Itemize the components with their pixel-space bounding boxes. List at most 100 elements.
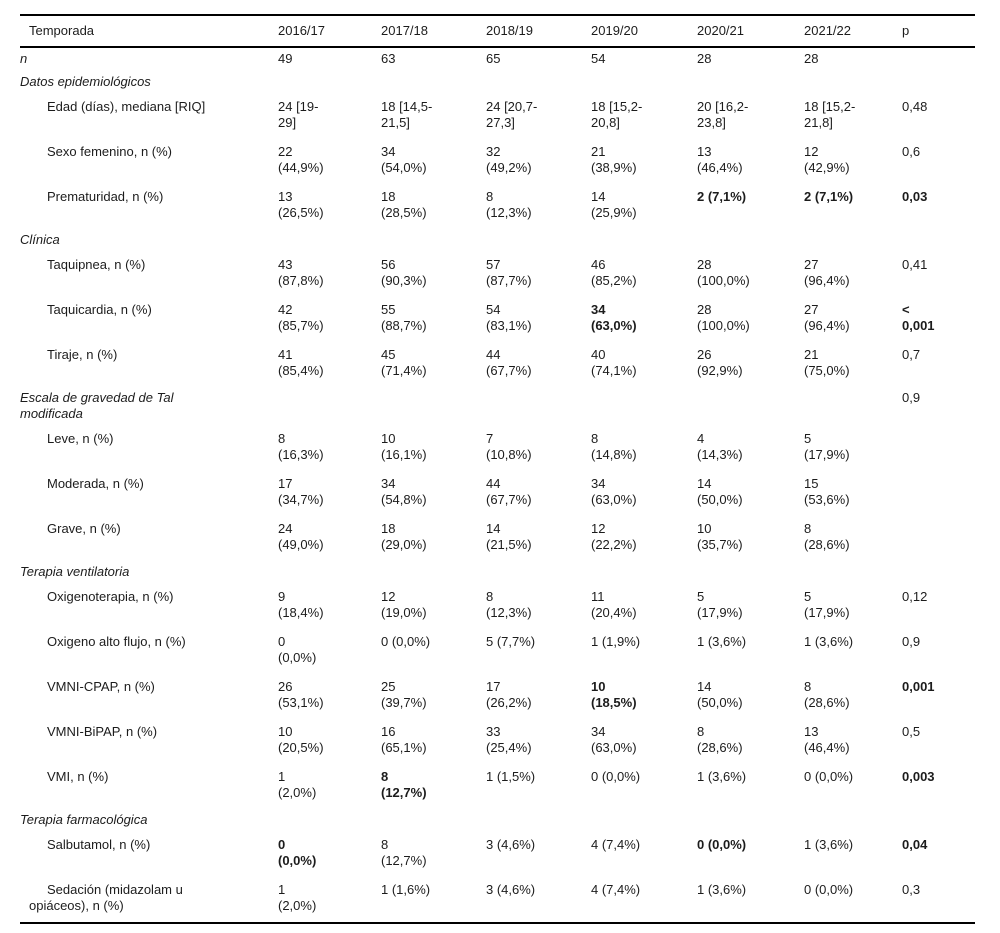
value-cell (697, 71, 804, 94)
value-cell: 16 (65,1%) (381, 724, 427, 755)
table-row: Salbutamol, n (%) 0 (0,0%) 8 (12,7%) 3 (4,6… (20, 832, 975, 877)
value-cell: 44 (67,7%) (486, 476, 532, 507)
p-value-cell: 0,9 (902, 634, 921, 649)
p-value-cell: < 0,001 (902, 302, 935, 333)
value-cell (697, 229, 804, 252)
value-cell (591, 387, 697, 426)
row-label: Tiraje, n (%) (47, 347, 118, 362)
value-cell: 2 (7,1%) (804, 189, 854, 204)
value-cell: 0 (0,0%) (697, 837, 747, 852)
row-label: Sedación (midazolam u opiáceos), n (%) (29, 882, 183, 913)
value-cell (697, 809, 804, 832)
value-cell: 12 (42,9%) (804, 144, 850, 175)
value-cell: 1 (3,6%) (804, 634, 854, 649)
value-cell (381, 71, 486, 94)
header-season-2021-22: 2021/22 (804, 15, 902, 48)
value-cell: 0 (0,0%) (591, 769, 641, 784)
value-cell: 20 [16,2- 23,8] (697, 99, 749, 130)
value-cell: 17 (34,7%) (278, 476, 324, 507)
value-cell (804, 387, 902, 426)
value-cell: 28 (100,0%) (697, 302, 750, 333)
value-cell: 8 (12,7%) (381, 837, 427, 868)
value-cell: 8 (28,6%) (804, 521, 850, 552)
table-row: Oxigeno alto flujo, n (%) 0 (0,0%) 0 (0,0%… (20, 629, 975, 674)
value-cell: 4 (14,3%) (697, 431, 743, 462)
value-cell: 18 [14,5- 21,5] (381, 99, 433, 130)
value-cell: 63 (381, 51, 396, 66)
section-row: Escala de gravedad de Tal modificada 0,9 (20, 387, 975, 426)
value-cell: 32 (49,2%) (486, 144, 532, 175)
value-cell: 34 (54,8%) (381, 476, 427, 507)
value-cell (591, 229, 697, 252)
value-cell: 27 (96,4%) (804, 257, 850, 288)
value-cell: 13 (26,5%) (278, 189, 324, 220)
value-cell: 1 (1,9%) (591, 634, 641, 649)
value-cell: 1 (2,0%) (278, 882, 317, 913)
value-cell: 18 (29,0%) (381, 521, 427, 552)
row-label: VMNI-BiPAP, n (%) (47, 724, 158, 739)
table-row: Sedación (midazolam u opiáceos), n (%) 1 … (20, 877, 975, 923)
value-cell: 14 (25,9%) (591, 189, 637, 220)
p-value-cell: 0,12 (902, 589, 928, 604)
table-row: Sexo femenino, n (%) 22 (44,9%) 34 (54,0%)… (20, 139, 975, 184)
p-value-cell: 0,3 (902, 882, 921, 897)
row-label: VMI, n (%) (47, 769, 109, 784)
value-cell: 1 (1,6%) (381, 882, 431, 897)
value-cell: 3 (4,6%) (486, 837, 536, 852)
value-cell: 5 (7,7%) (486, 634, 536, 649)
value-cell: 27 (96,4%) (804, 302, 850, 333)
value-cell: 8 (28,6%) (804, 679, 850, 710)
value-cell: 24 [20,7- 27,3] (486, 99, 538, 130)
p-value-cell: 0,04 (902, 837, 928, 852)
value-cell: 21 (38,9%) (591, 144, 637, 175)
value-cell: 41 (85,4%) (278, 347, 324, 378)
table-row: Prematuridad, n (%) 13 (26,5%) 18 (28,5%) 8… (20, 184, 975, 229)
section-row: Datos epidemiológicos (20, 71, 975, 94)
header-season-2020-21: 2020/21 (697, 15, 804, 48)
row-label: Moderada, n (%) (47, 476, 144, 491)
value-cell (804, 809, 902, 832)
value-cell: 14 (50,0%) (697, 476, 743, 507)
value-cell: 10 (20,5%) (278, 724, 324, 755)
header-season-2016-17: 2016/17 (278, 15, 381, 48)
value-cell: 26 (53,1%) (278, 679, 324, 710)
value-cell: 55 (88,7%) (381, 302, 427, 333)
row-label: Sexo femenino, n (%) (47, 144, 173, 159)
table-row: Leve, n (%) 8 (16,3%) 10 (16,1%) 7 (10,8%) 8… (20, 426, 975, 471)
p-value-cell (902, 47, 975, 71)
value-cell: 15 (53,6%) (804, 476, 850, 507)
row-label: VMNI-CPAP, n (%) (47, 679, 155, 694)
value-cell: 14 (50,0%) (697, 679, 743, 710)
value-cell: 21 (75,0%) (804, 347, 850, 378)
value-cell: 11 (20,4%) (591, 589, 637, 620)
value-cell (486, 387, 591, 426)
table-row: VMNI-BiPAP, n (%) 10 (20,5%) 16 (65,1%) 33 … (20, 719, 975, 764)
section-row: Terapia ventilatoria (20, 561, 975, 584)
value-cell: 45 (71,4%) (381, 347, 427, 378)
value-cell: 56 (90,3%) (381, 257, 427, 288)
header-season-2019-20: 2019/20 (591, 15, 697, 48)
row-label: Oxigeno alto flujo, n (%) (47, 634, 186, 649)
value-cell: 0 (0,0%) (804, 882, 854, 897)
value-cell: 0 (0,0%) (278, 634, 317, 665)
p-value-cell: 0,03 (902, 189, 928, 204)
table-row: Tiraje, n (%) 41 (85,4%) 45 (71,4%) 44 (67,… (20, 342, 975, 387)
value-cell (278, 229, 381, 252)
value-cell (804, 71, 902, 94)
value-cell: 0 (0,0%) (381, 634, 431, 649)
table-row: Edad (días), mediana [RIQ] 24 [19- 29] 18 … (20, 94, 975, 139)
p-value-cell (902, 561, 975, 584)
value-cell (697, 387, 804, 426)
value-cell: 8 (12,7%) (381, 769, 427, 800)
value-cell: 65 (486, 51, 501, 66)
value-cell: 5 (17,9%) (804, 589, 850, 620)
row-label: Prematuridad, n (%) (47, 189, 164, 204)
value-cell (486, 809, 591, 832)
value-cell: 8 (14,8%) (591, 431, 637, 462)
value-cell: 44 (67,7%) (486, 347, 532, 378)
value-cell: 18 (28,5%) (381, 189, 427, 220)
header-row: Temporada 2016/17 2017/18 2018/19 2019/2… (20, 15, 975, 48)
value-cell (591, 809, 697, 832)
value-cell: 12 (19,0%) (381, 589, 427, 620)
row-label: Datos epidemiológicos (20, 74, 151, 89)
